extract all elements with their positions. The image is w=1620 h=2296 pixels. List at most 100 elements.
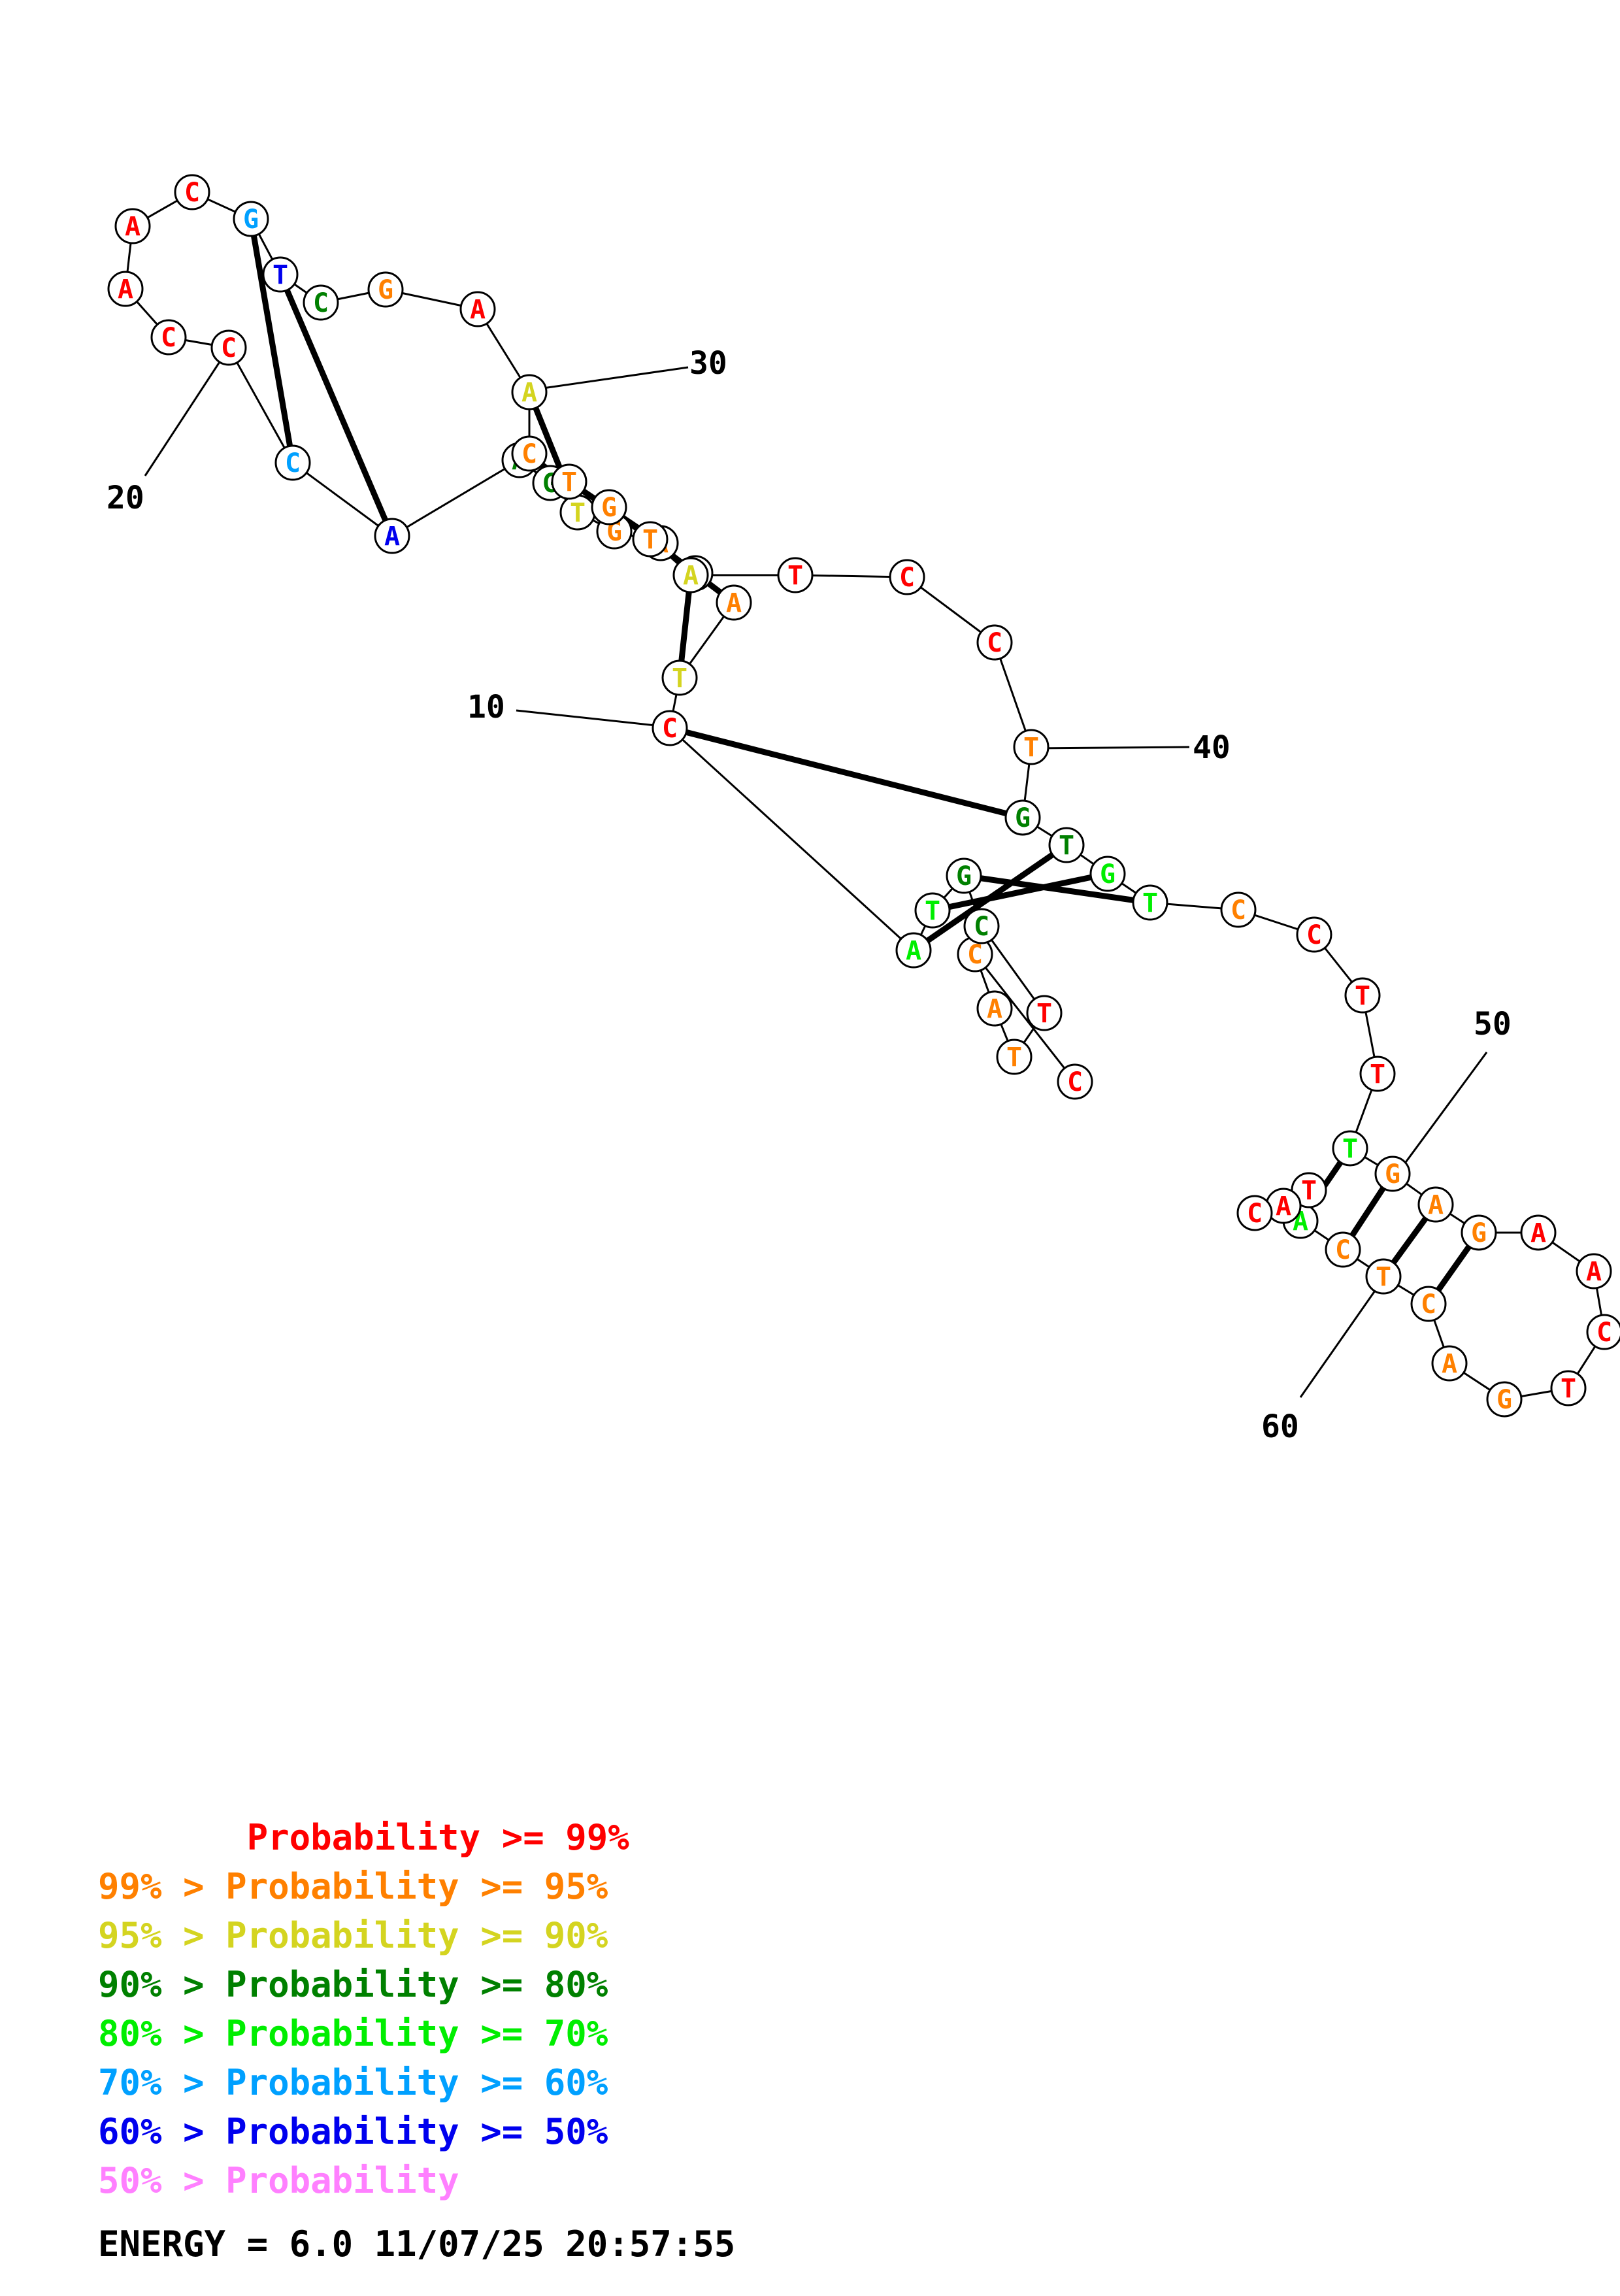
base-letter: C bbox=[1335, 1235, 1351, 1265]
base-node: G bbox=[591, 489, 627, 525]
base-circle bbox=[114, 208, 151, 244]
base-node: T bbox=[1048, 827, 1085, 863]
base-circle bbox=[1550, 1370, 1587, 1406]
base-letter: G bbox=[1015, 803, 1031, 833]
base-letter: T bbox=[1059, 831, 1074, 861]
base-letter: C bbox=[1596, 1318, 1612, 1348]
position-tick-lines bbox=[144, 348, 1488, 1398]
base-letter: G bbox=[1100, 859, 1116, 890]
position-tick bbox=[529, 366, 689, 391]
base-letter: T bbox=[1301, 1176, 1317, 1206]
base-circle bbox=[976, 990, 1013, 1027]
base-circle bbox=[1332, 1130, 1368, 1167]
base-letter: C bbox=[221, 333, 237, 363]
base-circle bbox=[672, 557, 709, 593]
base-letter: A bbox=[118, 275, 133, 305]
base-circle bbox=[1089, 856, 1126, 892]
base-letter: A bbox=[1586, 1257, 1602, 1287]
position-tick bbox=[144, 348, 229, 476]
base-circle bbox=[1486, 1381, 1523, 1418]
base-circle bbox=[1296, 916, 1332, 953]
base-node: C bbox=[150, 319, 187, 356]
backbone-segment bbox=[906, 576, 995, 644]
base-letter: C bbox=[184, 178, 200, 208]
base-node: A bbox=[1520, 1214, 1557, 1251]
base-circle bbox=[374, 518, 410, 554]
base-circle bbox=[632, 521, 669, 557]
base-letter: A bbox=[1428, 1190, 1444, 1220]
legend-entry: 50% > Probability bbox=[98, 2160, 459, 2201]
base-letter: A bbox=[1276, 1191, 1291, 1222]
base-letter: T bbox=[1142, 888, 1158, 918]
base-node: T bbox=[1359, 1056, 1396, 1092]
base-node: T bbox=[1344, 977, 1381, 1014]
base-circle bbox=[914, 892, 951, 929]
base-pair-bond bbox=[932, 871, 1108, 914]
base-node: T bbox=[661, 659, 698, 696]
base-node: C bbox=[210, 329, 247, 366]
base-letter: A bbox=[1530, 1218, 1546, 1248]
base-node: C bbox=[1296, 916, 1332, 953]
base-letter: A bbox=[683, 561, 699, 591]
base-node: C bbox=[1586, 1314, 1620, 1350]
base-node: C bbox=[1325, 1231, 1361, 1268]
base-letter: T bbox=[1561, 1374, 1576, 1404]
base-pair-bond bbox=[963, 873, 1151, 906]
base-circle bbox=[889, 559, 925, 595]
base-letter: T bbox=[273, 260, 288, 290]
base-node: T bbox=[914, 892, 951, 929]
base-circle bbox=[1365, 1258, 1402, 1295]
position-label: 30 bbox=[689, 345, 727, 382]
base-letter: G bbox=[1496, 1385, 1512, 1415]
base-circle bbox=[174, 174, 210, 210]
legend-entry: 70% > Probability >= 60% bbox=[98, 2062, 608, 2103]
base-node: T bbox=[551, 463, 587, 500]
legend-entry: 99% > Probability >= 95% bbox=[98, 1866, 608, 1907]
base-node: G bbox=[367, 271, 404, 308]
base-node: C bbox=[303, 284, 339, 321]
position-label: 60 bbox=[1261, 1408, 1299, 1445]
position-label: 20 bbox=[107, 480, 144, 516]
probability-legend: Probability >= 99% 99% > Probability >= 9… bbox=[98, 1817, 629, 2201]
base-letter: C bbox=[1247, 1199, 1263, 1229]
base-letter: C bbox=[285, 448, 301, 478]
base-circle bbox=[511, 374, 548, 410]
bases: CCATTCGTACTATAGTGAACCCAACGTCGAACTGTATCCT… bbox=[107, 174, 1620, 1418]
base-circle bbox=[262, 256, 299, 293]
base-node: A bbox=[976, 990, 1013, 1027]
base-letter: T bbox=[1023, 733, 1039, 763]
base-circle bbox=[551, 463, 587, 500]
base-node: T bbox=[632, 521, 669, 557]
base-node: G bbox=[946, 857, 982, 894]
base-node: A bbox=[459, 291, 496, 327]
base-letter: T bbox=[570, 498, 586, 528]
base-node: G bbox=[233, 201, 269, 237]
base-node: T bbox=[1026, 995, 1063, 1031]
base-circle bbox=[1236, 1195, 1273, 1231]
base-letter: T bbox=[642, 525, 658, 555]
base-circle bbox=[1410, 1286, 1447, 1322]
base-node: C bbox=[1410, 1286, 1447, 1322]
base-node: G bbox=[1374, 1156, 1411, 1192]
base-letter: T bbox=[925, 896, 940, 926]
base-node: A bbox=[895, 932, 932, 969]
base-circle bbox=[1220, 891, 1257, 928]
legend-entry: 90% > Probability >= 80% bbox=[98, 1964, 608, 2005]
base-node: C bbox=[889, 559, 925, 595]
base-circle bbox=[1461, 1214, 1497, 1251]
base-circle bbox=[1325, 1231, 1361, 1268]
base-circle bbox=[1576, 1253, 1612, 1289]
base-letter: C bbox=[1306, 920, 1322, 950]
base-node: A bbox=[716, 584, 752, 621]
base-node: T bbox=[1332, 1130, 1368, 1167]
base-letter: A bbox=[521, 378, 537, 408]
base-circle bbox=[895, 932, 932, 969]
base-circle bbox=[1586, 1314, 1620, 1350]
base-node: C bbox=[1220, 891, 1257, 928]
base-circle bbox=[1004, 799, 1041, 836]
base-node: A bbox=[511, 374, 548, 410]
base-circle bbox=[367, 271, 404, 308]
base-node: C bbox=[652, 710, 688, 746]
base-pair-bond bbox=[669, 725, 1024, 821]
